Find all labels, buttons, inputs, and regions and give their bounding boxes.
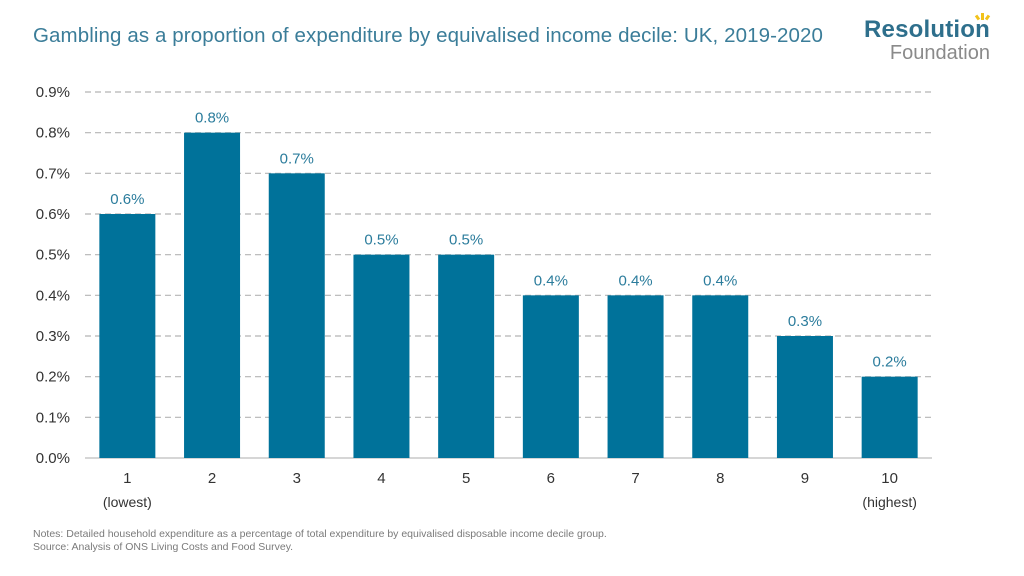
data-label: 0.4% (534, 272, 568, 289)
x-tick-label: 7 (631, 470, 639, 487)
data-label: 0.4% (618, 272, 652, 289)
x-tick-label: 6 (547, 470, 555, 487)
x-tick-label: 2 (208, 470, 216, 487)
x-tick-label: 8 (716, 470, 724, 487)
source-text: Source: Analysis of ONS Living Costs and… (33, 541, 294, 553)
bar (776, 336, 833, 458)
data-label: 0.8% (195, 110, 229, 127)
x-tick-sublabel: (lowest) (103, 494, 152, 510)
bar (268, 173, 325, 459)
bar (692, 295, 749, 458)
data-label: 0.4% (703, 272, 737, 289)
data-label: 0.2% (873, 354, 907, 371)
notes-text: Notes: Detailed household expenditure as… (33, 528, 607, 540)
y-tick-label: 0.5% (36, 247, 70, 264)
logo-wordmark: Resolution (864, 13, 991, 43)
y-tick-label: 0.6% (36, 206, 70, 223)
logo-word-text: Resolution (864, 16, 990, 43)
x-tick-label: 10 (881, 470, 898, 487)
x-tick-label: 9 (801, 470, 809, 487)
bar (353, 254, 410, 458)
y-tick-label: 0.1% (36, 409, 70, 426)
bar (99, 214, 156, 458)
chart-title: Gambling as a proportion of expenditure … (33, 24, 824, 47)
x-tick-label: 3 (293, 470, 301, 487)
y-tick-label: 0.3% (36, 328, 70, 345)
x-tick-sublabel: (highest) (862, 494, 916, 510)
data-label: 0.5% (449, 232, 483, 249)
y-tick-label: 0.4% (36, 287, 70, 304)
y-tick-label: 0.8% (36, 125, 70, 142)
logo-subtitle: Foundation (889, 42, 990, 64)
x-tick-label: 4 (377, 470, 385, 487)
data-label: 0.7% (280, 150, 314, 167)
y-tick-label: 0.7% (36, 165, 70, 182)
bar (522, 295, 579, 458)
bar (438, 254, 495, 458)
bar (861, 376, 918, 458)
y-tick-label: 0.2% (36, 369, 70, 386)
y-tick-label: 0.0% (36, 450, 70, 467)
bar (184, 132, 241, 458)
data-label: 0.3% (788, 313, 822, 330)
data-label: 0.5% (364, 232, 398, 249)
resolution-foundation-logo: Resolution Foundation (864, 13, 991, 64)
y-tick-label: 0.9% (36, 84, 70, 101)
x-tick-label: 5 (462, 470, 470, 487)
bar (607, 295, 664, 458)
chart-notes: Notes: Detailed household expenditure as… (33, 528, 607, 554)
data-label: 0.6% (110, 191, 144, 208)
logo-accent-mark (981, 13, 984, 20)
x-tick-label: 1 (123, 470, 131, 487)
